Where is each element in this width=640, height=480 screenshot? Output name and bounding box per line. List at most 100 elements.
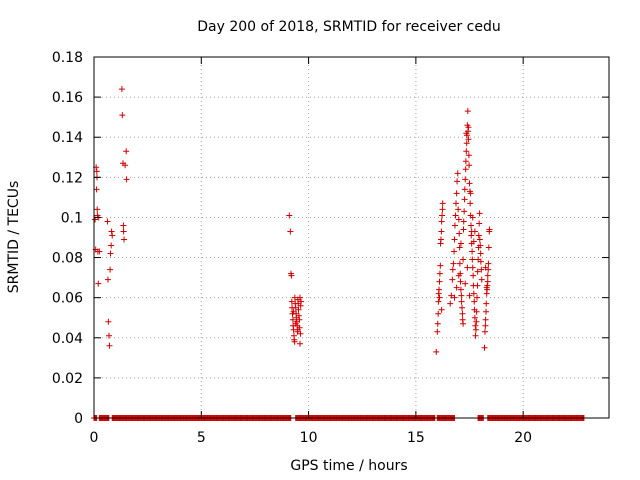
data-point [466,292,473,299]
data-point [473,308,480,315]
data-point [436,294,443,301]
data-point [291,294,298,301]
data-point [106,332,113,339]
data-point [120,228,127,235]
data-point [461,208,468,215]
data-point [478,276,485,283]
x-tick-label: 10 [300,430,318,446]
data-point [476,236,483,243]
data-point [472,326,479,333]
data-point [474,282,481,289]
data-point [469,256,476,263]
data-point [462,158,469,165]
y-tick-label: 0.04 [52,331,83,347]
data-point [109,232,116,239]
data-point [473,318,480,325]
data-point [286,212,293,219]
data-point [434,320,441,327]
data-point [454,170,461,177]
data-point [449,276,456,283]
chart-title: Day 200 of 2018, SRMTID for receiver ced… [197,19,500,35]
data-point [437,236,444,243]
y-tick-label: 0.1 [61,210,83,226]
data-point [106,342,113,349]
data-point [476,210,483,217]
data-point [465,136,472,143]
data-point [474,268,481,275]
data-point [297,340,303,347]
data-point [456,230,463,237]
y-tick-label: 0.08 [52,251,83,267]
data-point [459,304,466,311]
data-point [483,300,490,307]
data-point [123,148,130,155]
x-tick-label: 5 [197,430,206,446]
data-point [294,326,301,333]
data-point [478,266,485,273]
data-point [451,248,458,255]
data-point [295,306,302,313]
data-point [470,238,477,245]
data-point [475,232,482,239]
data-point [454,178,461,185]
data-point [291,338,298,345]
data-point [477,250,484,257]
data-point [439,206,446,213]
data-point [471,228,478,235]
data-point [438,306,445,313]
data-point [461,196,468,203]
data-point [460,256,467,263]
data-point [94,206,101,213]
data-point [455,216,462,223]
data-point [457,286,464,293]
data-point [472,332,479,339]
data-point [450,260,457,267]
data-point [118,86,125,93]
data-point [455,272,462,279]
data-point [104,218,111,225]
grid [94,57,609,418]
data-point [482,316,489,323]
data-point [464,264,471,271]
data-point [298,298,305,305]
data-point [458,292,465,299]
x-tick-label: 15 [407,430,425,446]
data-point [297,330,304,337]
data-point [296,316,303,323]
data-point [438,228,445,235]
data-point [485,244,492,251]
data-point [290,308,297,315]
data-point [433,348,440,355]
data-point [96,248,103,255]
data-point [452,212,459,219]
data-point [456,260,463,267]
data-point [435,310,442,317]
data-point [439,212,446,219]
data-point [466,180,473,187]
data-point [469,214,476,221]
data-point [453,284,460,291]
data-point [462,176,469,183]
data-point [288,298,295,305]
data-point [458,298,465,305]
data-point [470,290,477,297]
data-point [462,280,469,287]
data-points [91,86,587,421]
data-point [449,266,456,273]
data-point [436,286,443,293]
data-point [467,190,474,197]
data-point [465,124,472,131]
x-axis-title: GPS time / hours [290,458,407,474]
data-point [451,294,458,301]
data-point [477,242,484,249]
data-point [455,206,462,213]
data-point [438,218,445,225]
data-point [463,130,470,137]
data-point [93,168,100,175]
data-point [471,298,478,305]
data-point [453,190,460,197]
data-point [436,278,443,285]
data-point [288,272,295,279]
data-point [105,318,112,325]
